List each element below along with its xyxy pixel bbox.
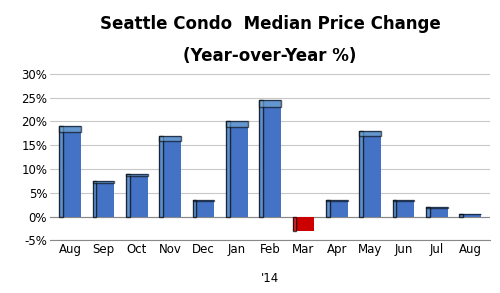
FancyBboxPatch shape [326,200,347,201]
FancyBboxPatch shape [192,200,214,201]
Bar [226,122,248,217]
FancyBboxPatch shape [59,126,63,217]
Bar [392,200,414,217]
FancyBboxPatch shape [326,200,330,217]
Bar [326,200,347,217]
FancyBboxPatch shape [192,200,196,217]
Text: (Year-over-Year %): (Year-over-Year %) [184,47,356,65]
FancyBboxPatch shape [359,131,363,217]
FancyBboxPatch shape [92,181,96,217]
FancyBboxPatch shape [159,136,181,141]
Bar [192,200,214,217]
Bar [92,181,114,217]
Bar [292,217,314,231]
FancyBboxPatch shape [392,200,414,201]
Bar [359,131,381,217]
FancyBboxPatch shape [126,174,148,176]
FancyBboxPatch shape [59,126,81,132]
Text: Seattle Condo  Median Price Change: Seattle Condo Median Price Change [100,15,440,33]
FancyBboxPatch shape [392,200,396,217]
Bar [59,126,81,217]
Bar [159,136,181,217]
FancyBboxPatch shape [159,136,163,217]
FancyBboxPatch shape [226,122,248,127]
Bar [426,207,448,217]
Bar [126,174,148,217]
FancyBboxPatch shape [359,131,381,136]
FancyBboxPatch shape [92,181,114,183]
FancyBboxPatch shape [259,100,281,107]
FancyBboxPatch shape [226,122,230,217]
FancyBboxPatch shape [459,214,463,217]
FancyBboxPatch shape [292,217,296,231]
FancyBboxPatch shape [259,100,263,217]
Text: '14: '14 [261,272,279,285]
FancyBboxPatch shape [426,207,430,217]
Bar [259,100,281,217]
Bar [459,214,481,217]
FancyBboxPatch shape [126,174,130,217]
